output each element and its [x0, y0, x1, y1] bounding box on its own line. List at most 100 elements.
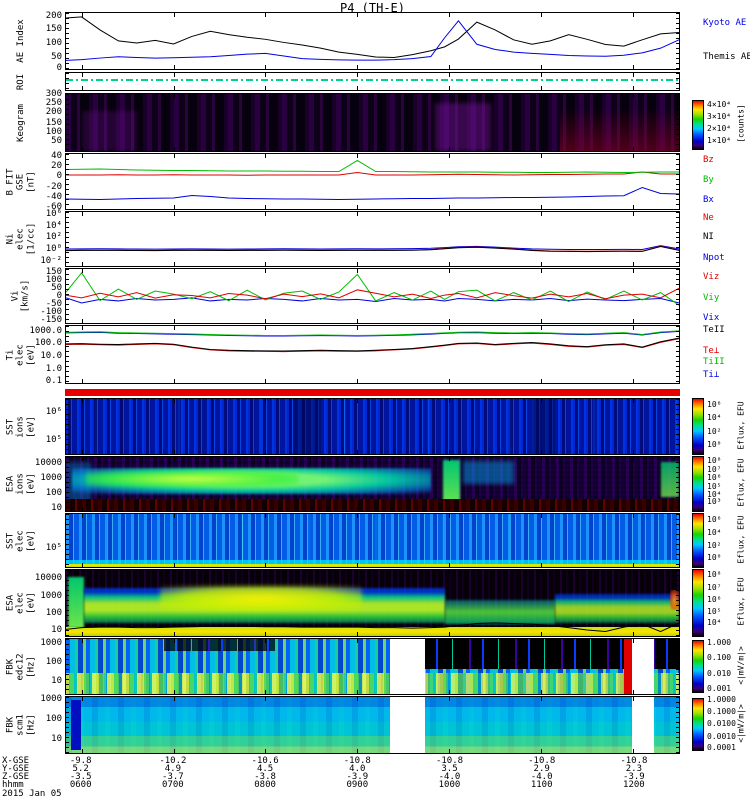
- spectrogram-feature: [66, 559, 679, 564]
- x-major-tick: [357, 65, 359, 69]
- y-tick-label: -100: [40, 307, 62, 318]
- ephemeris-value: -3.7: [162, 772, 184, 782]
- y-minor-ticks: [676, 154, 679, 209]
- ephemeris-value: -10.8: [620, 756, 648, 766]
- colorbar-tick-label: 1.0000: [707, 695, 736, 705]
- y-tick-label: 10⁻²: [40, 255, 62, 266]
- x-major-tick: [449, 457, 451, 461]
- ephemeris-value: -3.9: [346, 772, 369, 782]
- x-major-tick: [265, 749, 267, 753]
- x-major-tick: [81, 147, 83, 151]
- ephemeris-row: hhmm 0600 0700 0800 0900 1000 1100 1200: [0, 780, 750, 790]
- y-minor-ticks: [66, 269, 69, 323]
- spectrogram-feature: [67, 576, 85, 629]
- ephemeris-value: 1200: [623, 780, 645, 790]
- ephemeris-value: 1000: [438, 780, 461, 790]
- x-major-tick: [81, 514, 83, 518]
- x-major-tick: [449, 205, 451, 209]
- x-major-tick: [81, 399, 83, 403]
- x-major-tick: [449, 13, 451, 17]
- x-major-tick: [357, 570, 359, 574]
- x-major-tick: [265, 147, 267, 151]
- x-major-tick: [81, 507, 83, 511]
- x-major-tick: [633, 514, 635, 518]
- ephemeris-value: -10.8: [435, 756, 464, 766]
- spectrogram-feature: [164, 639, 275, 652]
- x-major-tick: [541, 262, 543, 266]
- x-major-tick: [449, 73, 451, 77]
- x-major-tick: [633, 65, 635, 69]
- legend-entry: TiII: [703, 357, 725, 367]
- colorbar-tick-label: 10⁰: [707, 553, 722, 562]
- ephemeris-row: Z-GSE -3.5 -3.7 -3.8 -3.9 -4.0 -4.0 -3.9: [0, 772, 750, 782]
- x-major-tick: [541, 507, 543, 511]
- spectrogram-feature: [623, 639, 633, 694]
- roi-plot-area: [65, 72, 680, 91]
- ephemeris-row: X-GSE -9.8 -10.2 -10.6 -10.8 -10.8 -10.8 -10.8: [0, 756, 750, 766]
- x-major-tick: [265, 690, 267, 694]
- y-tick-label: 1000: [40, 590, 62, 601]
- y-tick-label: 1.0: [45, 363, 62, 374]
- x-major-tick: [633, 319, 635, 323]
- ephemeris-row-label: Z-GSE: [2, 772, 30, 782]
- y-minor-ticks: [676, 326, 679, 383]
- x-major-tick: [173, 326, 175, 330]
- x-major-tick: [449, 94, 451, 98]
- x-major-tick: [173, 570, 175, 574]
- y-tick-label: 1000: [40, 694, 62, 705]
- x-major-tick: [357, 457, 359, 461]
- x-major-tick: [265, 262, 267, 266]
- series-ni: [66, 247, 679, 252]
- keogram-plot-area: [65, 93, 680, 152]
- colorbar: [692, 698, 704, 751]
- x-major-tick: [265, 450, 267, 454]
- spectrogram-feature: [444, 599, 555, 625]
- x-major-tick: [173, 147, 175, 151]
- x-major-tick: [265, 326, 267, 330]
- y-tick-label: 10⁴: [45, 220, 62, 231]
- legend-entry: Themis AE: [703, 52, 750, 62]
- colorbar-unit: Eflux, EFU: [736, 577, 746, 626]
- ephemeris-value: 4.0: [349, 764, 366, 774]
- colorbar-tick-label: 0.1000: [707, 707, 736, 717]
- spectrogram-feature: [554, 593, 679, 623]
- y-tick-label: 10: [51, 625, 62, 636]
- y-tick-label: 100: [45, 714, 62, 725]
- footer: 2015 Jan 05 X-GSE -9.8 -10.2 -10.6 -10.8 -10.…: [0, 756, 750, 800]
- colorbar-tick-label: 4×10⁴: [707, 100, 732, 109]
- spectrogram-feature: [660, 462, 679, 498]
- x-major-tick: [541, 269, 543, 273]
- spectrogram-feature: [390, 697, 426, 753]
- sst_elec-plot-area: [65, 513, 680, 568]
- y-tick-label: 250: [45, 98, 62, 109]
- x-major-tick: [357, 73, 359, 77]
- legend-entry: NI: [703, 232, 714, 242]
- colorbar-tick-label: 10⁴: [707, 618, 722, 628]
- panel-velocity: 150 100 50 0 -50 -100 -150 Vi [km/s] Viz Viy Vix: [0, 267, 750, 325]
- y-tick-label: 200: [45, 107, 62, 118]
- colorbar-tick-label: 10⁷: [707, 464, 722, 474]
- ni-series: [66, 212, 679, 266]
- x-major-tick: [541, 749, 543, 753]
- x-major-tick: [173, 319, 175, 323]
- x-major-tick: [265, 570, 267, 574]
- legend-entry: Ti⊥: [703, 370, 720, 380]
- colorbar-tick-label: 0.001: [707, 683, 732, 693]
- ephemeris-value: -10.8: [343, 756, 371, 766]
- y-minor-ticks: [66, 570, 69, 636]
- x-major-tick: [633, 450, 635, 454]
- x-major-tick: [541, 450, 543, 454]
- legend-entry: Viz: [703, 272, 720, 282]
- colorbar-tick-label: 10⁴: [707, 527, 722, 537]
- spectrogram-feature: [559, 108, 679, 151]
- series-sc-potential: [66, 623, 679, 632]
- ephemeris-value: 2.9: [533, 764, 550, 774]
- ephemeris-value: -4.0: [530, 772, 553, 782]
- y-minor-ticks: [66, 639, 69, 694]
- series-bx: [66, 188, 679, 200]
- x-major-tick: [81, 269, 83, 273]
- x-major-tick: [81, 86, 83, 90]
- x-major-tick: [81, 326, 83, 330]
- colorbar: [692, 569, 704, 637]
- x-major-tick: [541, 319, 543, 323]
